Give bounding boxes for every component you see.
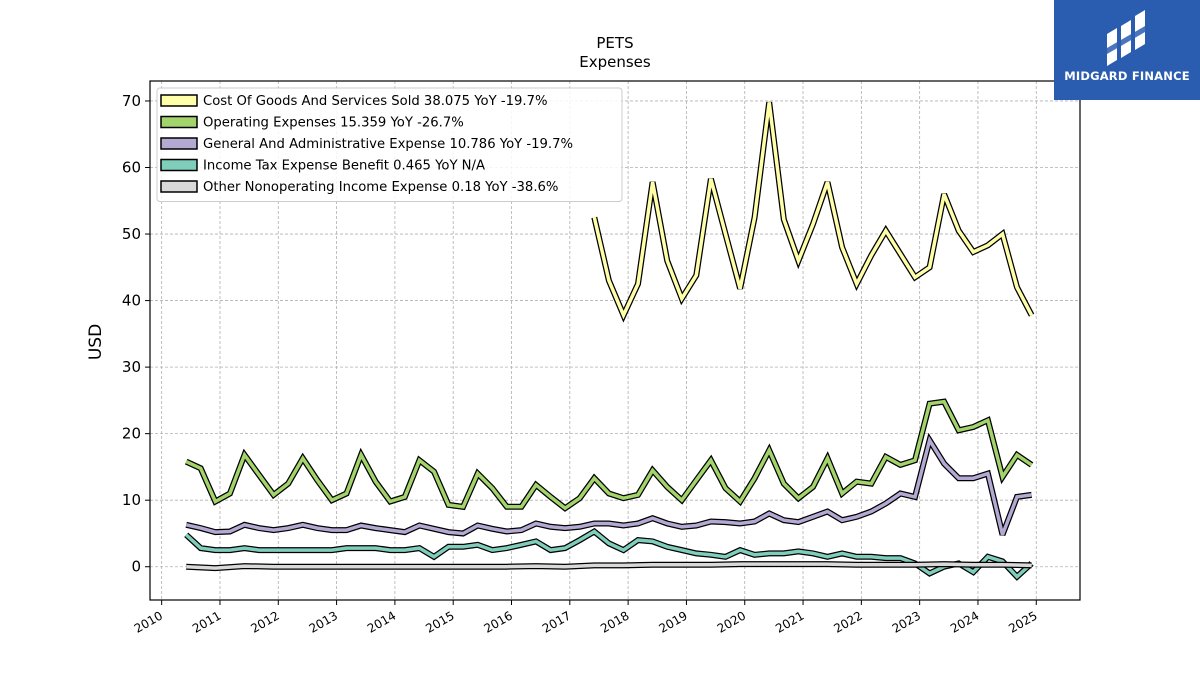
series-lines: [184, 101, 1035, 581]
series-line-1: [184, 398, 1034, 512]
x-tick-label: 2023: [890, 608, 923, 635]
y-tick-label: 20: [122, 425, 141, 443]
x-tick-label: 2011: [190, 608, 223, 635]
series-line-0: [591, 101, 1035, 323]
x-tick-label: 2024: [948, 608, 981, 635]
y-tick-label: 60: [122, 159, 141, 177]
chart-subtitle: Expenses: [579, 53, 651, 71]
legend-swatch: [160, 180, 198, 193]
x-tick-label: 2012: [248, 608, 281, 635]
series-core: [592, 102, 1034, 320]
x-tick-label: 2025: [1006, 608, 1039, 635]
x-tick-label: 2014: [365, 608, 398, 635]
legend-swatch: [160, 158, 198, 172]
y-tick-label: 10: [122, 491, 141, 509]
plot-area-frame: [149, 80, 1081, 601]
y-tick-label: 50: [122, 225, 141, 243]
legend-swatch: [160, 115, 198, 129]
y-tick-label: 0: [131, 558, 141, 576]
legend-label: Other Nonoperating Income Expense 0.18 Y…: [203, 180, 558, 195]
logo-text: MIDGARD FINANCE: [1064, 69, 1190, 83]
y-tick-label: 30: [122, 358, 141, 376]
legend: Cost Of Goods And Services Sold 38.075 Y…: [156, 87, 623, 202]
legend-label: General And Administrative Expense 10.78…: [203, 137, 573, 152]
chart-title: PETS: [596, 34, 633, 52]
x-tick-label: 2022: [831, 608, 864, 635]
legend-label: Operating Expenses 15.359 YoY -26.7%: [203, 116, 464, 131]
x-tick-label: 2016: [482, 608, 515, 635]
series-core: [185, 529, 1033, 580]
x-tick-label: 2013: [307, 608, 340, 635]
y-tick-label: 70: [122, 92, 141, 110]
series-core: [185, 399, 1033, 511]
y-axis-label: USD: [86, 324, 106, 360]
x-tick-label: 2017: [540, 608, 573, 635]
series-core: [185, 435, 1032, 536]
x-tick-label: 2019: [656, 608, 689, 635]
series-outline: [184, 527, 1034, 581]
x-tick-label: 2015: [423, 608, 456, 635]
x-tick-label: 2020: [715, 608, 748, 635]
series-outline: [591, 101, 1035, 323]
midgard-logo-mark-icon: [1107, 10, 1145, 66]
series-line-4: [186, 561, 1032, 572]
midgard-finance-logo: MIDGARD FINANCE: [1054, 0, 1200, 100]
x-tick-label: 2021: [773, 608, 806, 635]
legend-swatch: [160, 137, 198, 150]
series-line-3: [184, 527, 1034, 581]
legend-swatch: [160, 94, 198, 107]
x-tick-label: 2018: [598, 608, 631, 635]
series-line-2: [185, 432, 1033, 537]
x-tick-label: 2010: [132, 608, 165, 635]
y-tick-label: 40: [122, 292, 141, 310]
series-core: [186, 562, 1032, 570]
legend-label: Income Tax Expense Benefit 0.465 YoY N/A: [203, 159, 485, 174]
series-outline: [185, 432, 1033, 537]
legend-box: [156, 87, 623, 202]
legend-label: Cost Of Goods And Services Sold 38.075 Y…: [203, 94, 548, 109]
